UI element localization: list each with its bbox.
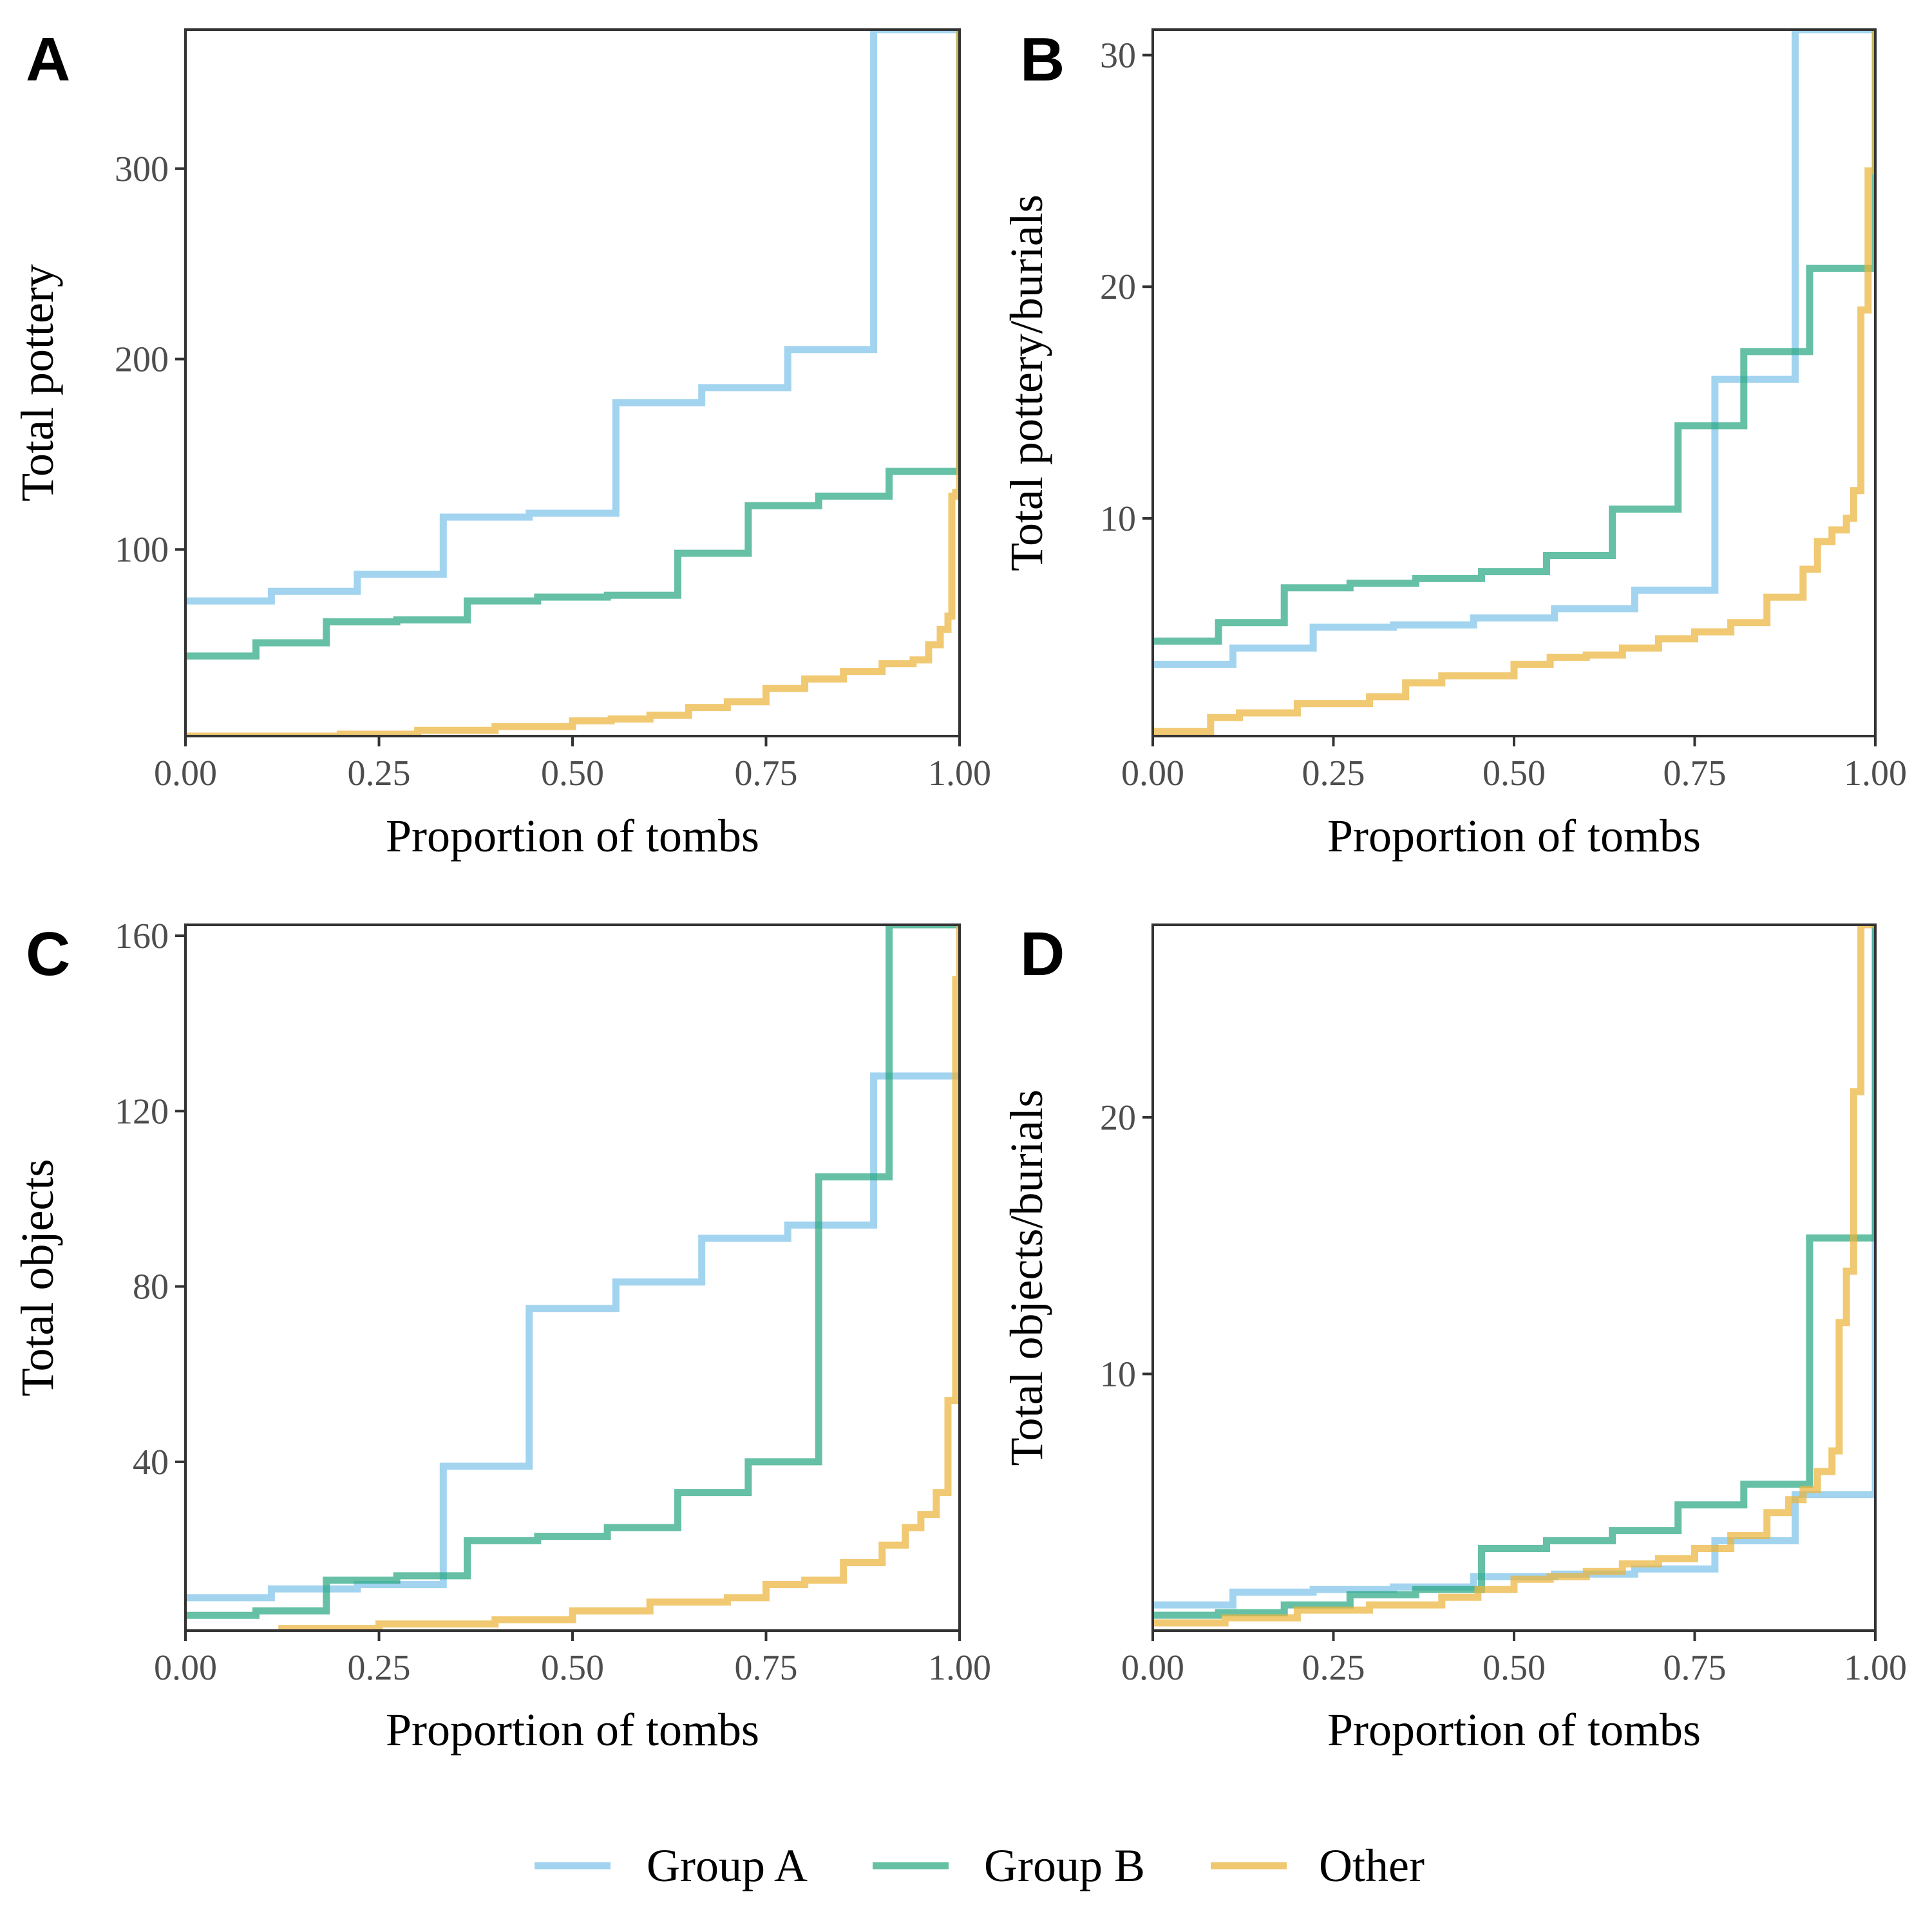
panel-c: 0.00 0.25 0.50 0.75 1.00 40 80 120 160 Proportion… — [12, 916, 991, 1756]
x-tick-label: 0.25 — [348, 1648, 411, 1688]
x-tick-label: 0.50 — [1482, 1648, 1546, 1688]
x-tick-label: 0.25 — [348, 753, 411, 793]
y-tick-label: 100 — [115, 530, 169, 570]
legend-item-group-a: Group A — [535, 1840, 808, 1891]
series-line-group-a — [1153, 925, 1875, 1609]
x-tick-label: 0.75 — [1663, 753, 1727, 793]
x-tick-label: 0.75 — [1663, 1648, 1727, 1688]
plot-frame — [184, 923, 961, 1632]
x-tick-label: 0.00 — [1121, 1648, 1184, 1688]
x-tick-label: 0.00 — [154, 753, 217, 793]
y-tick-label: 20 — [1100, 1098, 1136, 1138]
panel-letter: C — [26, 920, 70, 989]
x-tick-label: 0.00 — [154, 1648, 217, 1688]
y-tick-label: 10 — [1100, 499, 1136, 539]
panel-letter: D — [1020, 920, 1065, 989]
series-group — [185, 30, 960, 736]
panel-d: 0.00 0.25 0.50 0.75 1.00 10 20 Proportion of to… — [1001, 920, 1907, 1756]
legend-item-group-b: Group B — [873, 1840, 1145, 1891]
plot-frame — [184, 28, 961, 737]
x-axis-title: Proportion of tombs — [1327, 810, 1701, 862]
x-tick-label: 0.50 — [1482, 753, 1546, 793]
series-group — [1153, 30, 1875, 735]
y-axis-title: Total objects — [12, 1159, 63, 1397]
y-tick-label: 40 — [133, 1443, 169, 1482]
series-line-group-a — [185, 1072, 960, 1602]
legend-label: Other — [1319, 1840, 1425, 1891]
y-axis-title: Total pottery/burials — [1001, 194, 1052, 571]
x-tick-label: 0.25 — [1302, 753, 1365, 793]
series-group — [1153, 925, 1875, 1627]
series-group — [185, 925, 960, 1631]
legend-label: Group A — [647, 1840, 808, 1891]
series-line-group-b — [1153, 30, 1875, 645]
x-axis-title: Proportion of tombs — [386, 810, 759, 862]
series-line-other — [278, 925, 960, 1631]
series-line-other — [185, 30, 960, 736]
panel-letter: A — [26, 25, 70, 94]
x-axis-title: Proportion of tombs — [1327, 1704, 1701, 1756]
series-line-group-b — [1153, 925, 1875, 1619]
x-tick-label: 1.00 — [928, 1648, 991, 1688]
y-tick-label: 300 — [115, 149, 169, 189]
y-axis-title: Total pottery — [12, 264, 63, 502]
x-tick-label: 1.00 — [928, 753, 991, 793]
y-tick-label: 200 — [115, 340, 169, 380]
x-tick-label: 0.50 — [541, 1648, 604, 1688]
y-tick-label: 10 — [1100, 1354, 1136, 1394]
legend-item-other: Other — [1211, 1840, 1425, 1891]
y-tick-label: 80 — [133, 1267, 169, 1307]
panel-a: 0.00 0.25 0.50 0.75 1.00 100 200 300 Proportion … — [12, 25, 991, 862]
x-tick-label: 0.25 — [1302, 1648, 1365, 1688]
x-tick-label: 0.50 — [541, 753, 604, 793]
y-tick-label: 160 — [115, 916, 169, 956]
series-line-other — [1153, 925, 1875, 1627]
panel-b: 0.00 0.25 0.50 0.75 1.00 10 20 30 Proportion of … — [1001, 25, 1907, 862]
x-tick-label: 1.00 — [1844, 1648, 1907, 1688]
x-axis-title: Proportion of tombs — [386, 1704, 759, 1756]
legend: Group A Group B Other — [535, 1840, 1425, 1891]
series-line-group-a — [185, 30, 960, 605]
y-tick-label: 120 — [115, 1092, 169, 1132]
x-tick-label: 1.00 — [1844, 753, 1907, 793]
series-line-group-b — [185, 30, 960, 660]
series-line-group-a — [1153, 30, 1875, 668]
legend-label: Group B — [984, 1840, 1145, 1891]
x-tick-label: 0.00 — [1121, 753, 1184, 793]
panel-letter: B — [1020, 25, 1065, 94]
x-tick-label: 0.75 — [735, 1648, 798, 1688]
y-tick-label: 20 — [1100, 267, 1136, 307]
x-tick-label: 0.75 — [735, 753, 798, 793]
y-tick-label: 30 — [1100, 36, 1136, 76]
series-line-other — [1153, 30, 1875, 735]
series-line-group-b — [185, 925, 960, 1619]
y-axis-title: Total objects/burials — [1001, 1090, 1052, 1466]
